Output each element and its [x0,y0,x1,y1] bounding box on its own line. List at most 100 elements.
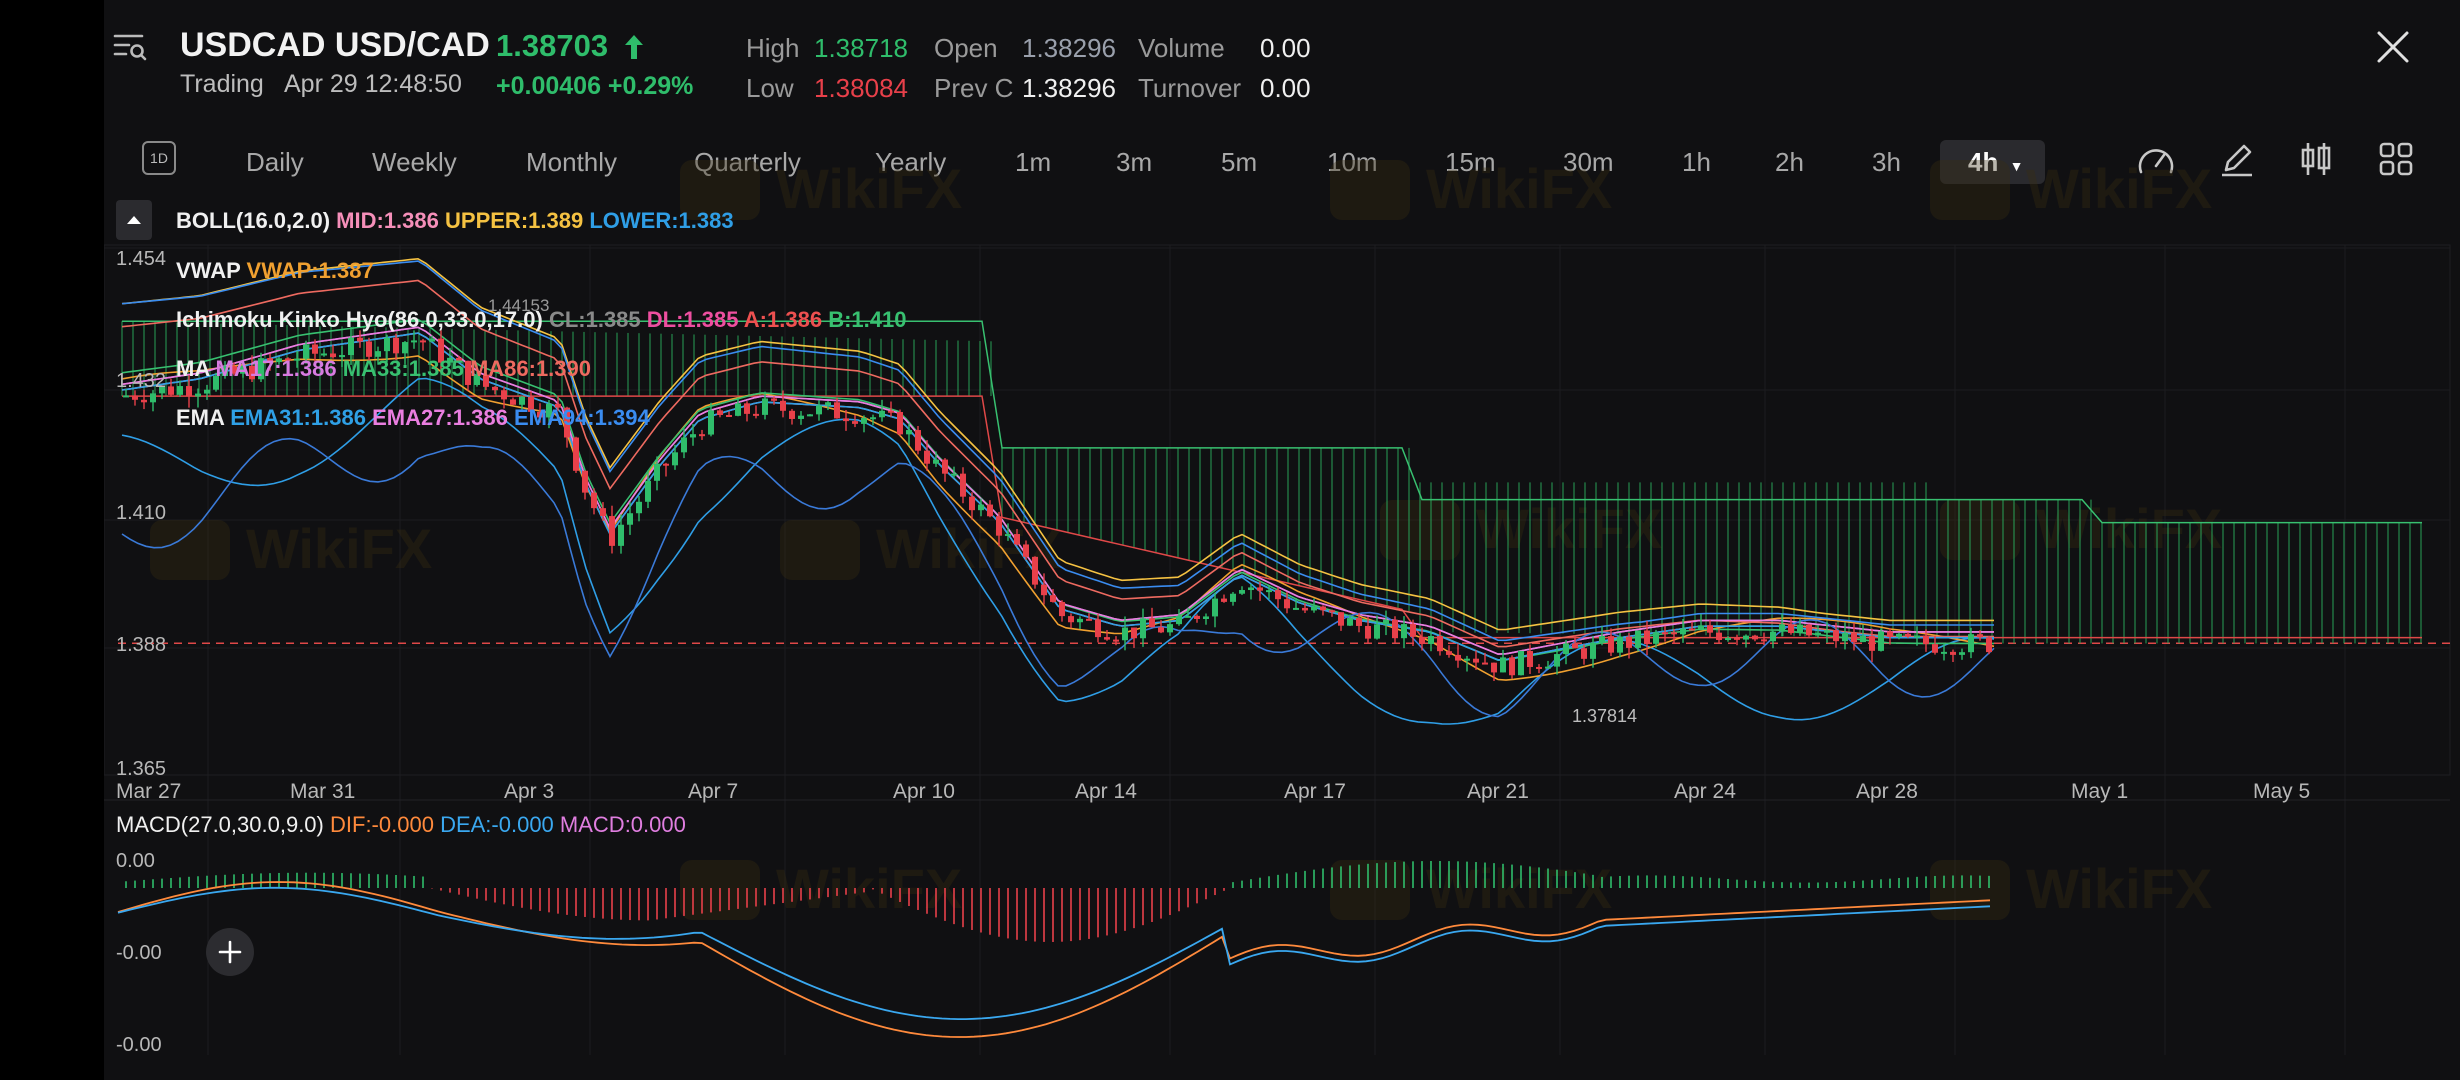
candle-up [1968,634,1974,653]
candle-down [1923,635,1929,645]
macd-macd: MACD:0.000 [559,812,686,837]
candle-up [546,403,552,418]
candle-up [1077,618,1083,623]
watermark-text: WikiFX [2036,497,2222,560]
candle-down [420,340,426,343]
candle-down [1752,635,1758,640]
timeframe-15m[interactable]: 15m [1445,147,1496,177]
candle-down [1581,648,1587,659]
pencil-draw-icon[interactable] [2218,140,2256,183]
timeframe-5m[interactable]: 5m [1221,147,1258,177]
watermark-logo [150,520,230,580]
price-panel-border [104,244,2451,776]
main-price-chart[interactable]: WikiFX WikiFX WikiFX WikiFX WikiFX WikiFX Wiki… [104,0,2460,1080]
candle-down [1572,643,1578,649]
candle-down [1707,625,1713,633]
timeframe-2h[interactable]: 2h [1775,147,1804,177]
candle-down [528,396,534,412]
candle-up [1212,598,1218,617]
candle-down [267,358,273,363]
candle-up [906,430,912,435]
timeframe-4h-dropdown[interactable]: 4h ▼ [1940,140,2046,184]
speedometer-icon[interactable] [2136,142,2176,183]
timeframe-daily[interactable]: Daily [246,147,304,177]
candle-up [519,396,525,405]
candle-down [555,403,561,408]
watermark-text: WikiFX [776,157,962,220]
candle-down [753,413,759,416]
watermark-text: WikiFX [2026,857,2212,920]
timeframe-quarterly[interactable]: Quarterly [694,147,801,177]
timeframe-10m[interactable]: 10m [1327,147,1378,177]
timeframe-3m[interactable]: 3m [1116,147,1153,177]
candle-up [1878,631,1884,651]
candle-up [1698,625,1704,629]
grid-layout-icon[interactable] [2378,141,2414,182]
candle-down [1131,627,1137,639]
watermark-text: WikiFX [246,517,432,580]
candle-down [1302,607,1308,611]
candle-down [726,415,732,418]
candle-up [195,393,201,397]
candle-down [1365,625,1371,639]
candlestick-type-icon[interactable] [2298,140,2334,183]
date-label-2: Apr 3 [504,780,555,803]
ichimoku-cl: CL:1.385 [548,307,641,332]
candle-down [1671,632,1677,635]
candle-up [1464,658,1470,661]
candle-down [393,337,399,354]
candle-down [1104,637,1110,640]
date-label-10: May 1 [2071,780,2129,803]
timeframe-3h[interactable]: 3h [1872,147,1901,177]
plus-icon [218,940,242,964]
watermark-text: WikiFX [1476,497,1662,560]
candle-up [411,340,417,343]
timeframe-monthly[interactable]: Monthly [526,147,618,177]
menu-search-icon[interactable] [112,32,148,62]
candle-down [1869,635,1875,651]
ma-legend: MA MA17:1.386 MA33:1.385 MA86:1.390 [176,356,591,382]
add-indicator-button[interactable] [206,928,254,976]
timeframe-1m[interactable]: 1m [1015,147,1052,177]
candle-down [1950,651,1956,655]
watermark-text: WikiFX [1426,857,1612,920]
close-icon[interactable] [2376,30,2410,69]
candle-down [1014,534,1020,545]
candle-up [1383,619,1389,625]
candle-down [1437,636,1443,652]
candle-down [1284,599,1290,609]
collapse-indicators-button[interactable] [116,200,152,240]
candle-up [618,524,624,546]
volume-label: Volume [1138,33,1225,63]
low-label: Low [746,73,794,103]
candle-up [321,353,327,356]
candle-down [357,337,363,342]
candle-down [582,470,588,493]
candle-up [1563,643,1569,655]
calendar-1d-icon[interactable]: 1D [142,141,176,175]
candle-up [1941,651,1947,654]
ma86-value: MA86:1.390 [469,356,592,381]
candle-up [1311,606,1317,611]
timeframe-weekly[interactable]: Weekly [372,147,457,177]
timeframe-30m[interactable]: 30m [1563,147,1614,177]
candle-down [1320,606,1326,611]
timeframe-1h[interactable]: 1h [1682,147,1711,177]
candle-down [1806,624,1812,636]
candle-down [1329,610,1335,613]
candle-down [1527,650,1533,667]
price-up-arrow-icon [623,33,645,66]
ichimoku-b: B:1.410 [828,307,907,332]
candle-up [1374,624,1380,639]
watermark-logo [1930,860,2010,920]
timeframe-yearly[interactable]: Yearly [875,147,947,177]
macd-panel-drawing [117,861,1991,1038]
candle-up [1293,607,1299,610]
candle-down [1626,636,1632,648]
candle-down [573,437,579,471]
date-label-1: Mar 31 [290,780,356,803]
candle-down [1716,632,1722,641]
date-label-9: Apr 28 [1856,780,1918,803]
candle-up [1680,628,1686,635]
macd-legend: MACD(27.0,30.0,9.0) DIF:-0.000 DEA:-0.00… [116,812,686,838]
